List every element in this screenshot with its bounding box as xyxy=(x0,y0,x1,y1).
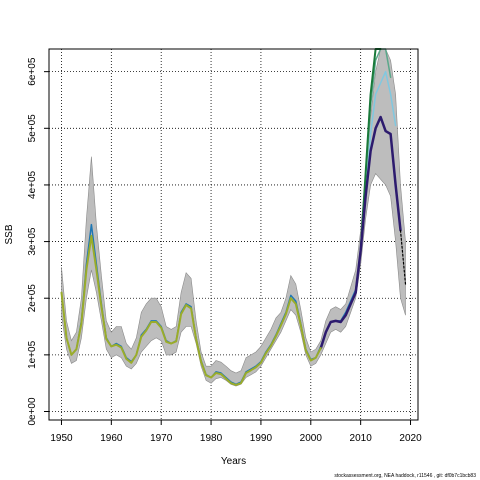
x-tick-label: 2020 xyxy=(399,433,422,444)
series-line-5 xyxy=(319,115,402,350)
x-axis: 1950 1960 1970 1980 1990 2000 2010 2020 xyxy=(50,420,422,444)
confidence-band xyxy=(61,48,406,387)
confidence-band-group xyxy=(61,48,406,387)
source-footer: stockassessment.org, NEA haddock, r11546… xyxy=(334,473,476,479)
y-tick-label: 1e+05 xyxy=(27,340,38,369)
y-tick-label: 2e+05 xyxy=(27,284,38,313)
y-tick-label: 3e+05 xyxy=(27,227,38,256)
y-tick-label: 4e+05 xyxy=(27,170,38,199)
y-tick-label: 0e+00 xyxy=(27,397,38,426)
series-line-6 xyxy=(399,229,407,285)
x-tick-label: 1990 xyxy=(250,433,273,444)
plot-frame xyxy=(48,48,419,421)
series-line-7 xyxy=(60,234,322,386)
x-axis-title: Years xyxy=(221,456,246,467)
x-tick-label: 1960 xyxy=(100,433,123,444)
y-tick-label: 5e+05 xyxy=(27,114,38,143)
x-tick-label: 2000 xyxy=(300,433,323,444)
y-tick-label: 6e+05 xyxy=(27,57,38,86)
x-tick-label: 2010 xyxy=(350,433,373,444)
y-axis: 0e+00 1e+05 2e+05 3e+05 4e+05 5e+05 6e+05 xyxy=(27,57,49,426)
x-tick-label: 1970 xyxy=(150,433,173,444)
y-axis-title: SSB xyxy=(4,224,15,244)
x-tick-label: 1980 xyxy=(200,433,223,444)
x-tick-label: 1950 xyxy=(50,433,73,444)
